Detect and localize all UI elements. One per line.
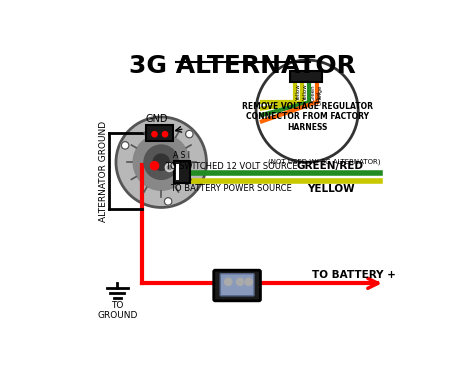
Circle shape (236, 278, 244, 286)
Text: Green
Red: Green Red (311, 85, 322, 101)
Circle shape (116, 117, 207, 207)
FancyBboxPatch shape (220, 274, 254, 296)
Circle shape (121, 142, 129, 149)
Circle shape (133, 134, 189, 190)
FancyBboxPatch shape (174, 161, 190, 183)
Text: Orange: Orange (318, 85, 323, 105)
Circle shape (245, 278, 253, 286)
Text: ALTERNATOR GROUND: ALTERNATOR GROUND (99, 121, 108, 222)
Circle shape (225, 278, 232, 286)
Text: Yellow: Yellow (303, 85, 308, 101)
Circle shape (256, 60, 358, 162)
Circle shape (152, 132, 157, 137)
Circle shape (144, 145, 178, 179)
Circle shape (150, 161, 159, 170)
Circle shape (185, 130, 193, 138)
FancyBboxPatch shape (214, 270, 260, 301)
Text: REMOVE VOLTAGE REGULATOR
CONNECTOR FROM FACTORY
HARNESS: REMOVE VOLTAGE REGULATOR CONNECTOR FROM … (242, 102, 373, 132)
Circle shape (153, 154, 169, 170)
Text: TO SWITCHED 12 VOLT SOURCE: TO SWITCHED 12 VOLT SOURCE (165, 162, 298, 171)
Text: 3G ALTERNATOR: 3G ALTERNATOR (129, 54, 356, 78)
Bar (290, 70, 322, 81)
Text: (NOT USED W/ 3G ALTERNATOR): (NOT USED W/ 3G ALTERNATOR) (268, 159, 381, 165)
Text: GREEN/RED: GREEN/RED (297, 161, 364, 171)
Text: GND: GND (146, 114, 168, 124)
Text: A S I: A S I (173, 150, 190, 160)
FancyBboxPatch shape (146, 125, 173, 141)
Circle shape (163, 132, 168, 137)
Circle shape (167, 165, 172, 169)
Text: TO BATTERY POWER SOURCE: TO BATTERY POWER SOURCE (170, 183, 292, 193)
Text: Yellow: Yellow (296, 85, 301, 101)
Text: TO BATTERY +: TO BATTERY + (312, 270, 396, 280)
Text: TO
GROUND: TO GROUND (97, 301, 137, 320)
Circle shape (165, 163, 173, 172)
Bar (176, 164, 179, 180)
Circle shape (164, 197, 172, 205)
Text: YELLOW: YELLOW (307, 183, 354, 194)
